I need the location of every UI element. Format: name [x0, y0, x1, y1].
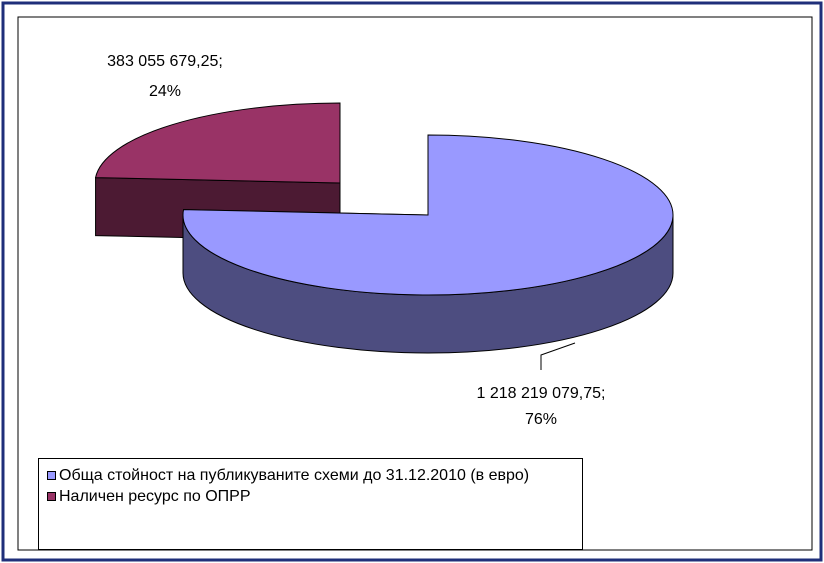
legend: Обща стойност на публикуваните схеми до … [38, 458, 583, 550]
slice [182, 134, 674, 296]
legend-entry: Наличен ресурс по ОПРР [47, 486, 574, 507]
data-label: 1 218 219 079,75; [476, 385, 605, 402]
leader-line [540, 342, 576, 370]
legend-label: Наличен ресурс по ОПРР [59, 488, 251, 505]
data-label-percent: 76% [525, 411, 557, 428]
legend-swatch [47, 492, 56, 501]
data-label-percent: 24% [149, 83, 181, 100]
legend-label: Обща стойност на публикуваните схеми до … [59, 467, 530, 484]
data-label: 383 055 679,25; [107, 53, 223, 70]
legend-swatch [47, 471, 56, 480]
slice [94, 102, 341, 184]
legend-entry: Обща стойност на публикуваните схеми до … [47, 465, 574, 486]
